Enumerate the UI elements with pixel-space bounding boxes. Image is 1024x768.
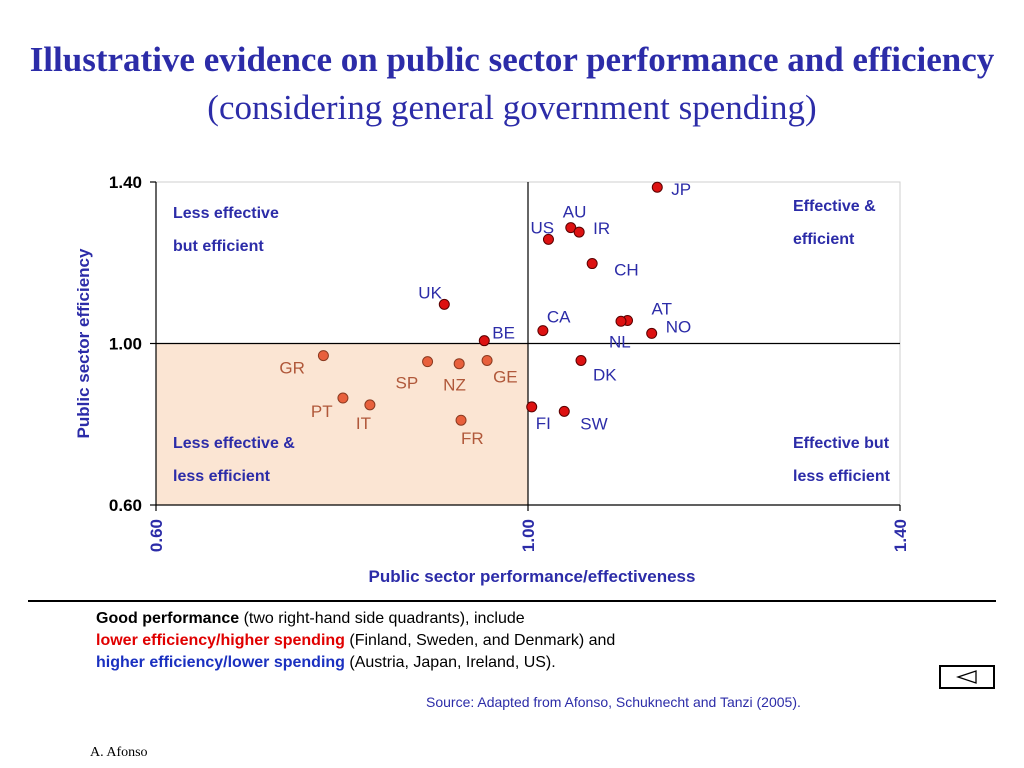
x-axis-label: Public sector performance/effectiveness xyxy=(369,567,696,586)
data-label-sw: SW xyxy=(580,414,607,433)
data-label-ge: GE xyxy=(493,367,518,386)
y-tick-label: 1.00 xyxy=(109,335,142,354)
quadrant-label-top-right-line2: efficient xyxy=(793,231,855,248)
data-label-be: BE xyxy=(492,324,515,343)
data-point-be xyxy=(478,335,490,347)
data-point-gr xyxy=(317,350,329,362)
data-point-jp xyxy=(651,181,663,193)
quadrant-label-top-left-line1: Less effective xyxy=(173,205,279,222)
y-tick-label: 1.40 xyxy=(109,173,142,192)
quadrant-label-bottom-left-line1: Less effective & xyxy=(173,435,295,452)
quadrant-label-bottom-right-line1: Effective but xyxy=(793,435,890,452)
quadrant-label-bottom-left-line2: less efficient xyxy=(173,468,271,485)
data-point-pt xyxy=(337,392,349,404)
divider-rule xyxy=(28,600,996,602)
back-nav-button[interactable] xyxy=(939,665,995,689)
data-point-sw xyxy=(558,405,570,417)
note-good-performance: Good performance xyxy=(96,610,240,627)
note-line-3-rest: (Austria, Japan, Ireland, US). xyxy=(349,654,556,671)
data-point-us xyxy=(542,233,554,245)
data-label-fr: FR xyxy=(461,429,484,448)
note-line-2: lower efficiency/higher spending (Finlan… xyxy=(96,630,615,652)
data-point-ge xyxy=(481,354,493,366)
data-label-no: NO xyxy=(666,317,692,336)
x-tick-label: 0.60 xyxy=(147,519,166,552)
quadrant-label-top-right-line1: Effective & xyxy=(793,198,876,215)
quadrant-label-bottom-right-line2: less efficient xyxy=(793,468,891,485)
data-label-au: AU xyxy=(563,203,587,222)
note-line-1-rest: (two right-hand side quadrants), include xyxy=(243,610,525,627)
data-label-it: IT xyxy=(356,414,371,433)
y-tick-label: 0.60 xyxy=(109,496,142,515)
note-line-1: Good performance (two right-hand side qu… xyxy=(96,608,615,630)
data-label-at: AT xyxy=(652,299,672,318)
data-label-gr: GR xyxy=(279,359,305,378)
data-label-dk: DK xyxy=(593,365,617,384)
data-label-pt: PT xyxy=(311,402,333,421)
x-tick-label: 1.00 xyxy=(519,519,538,552)
author-footer: A. Afonso xyxy=(90,745,148,760)
data-point-ch xyxy=(586,258,598,270)
data-point-sp xyxy=(422,356,434,368)
data-label-uk: UK xyxy=(418,283,442,302)
note-higher-efficiency: higher efficiency/lower spending xyxy=(96,654,345,671)
data-label-sp: SP xyxy=(396,374,419,393)
slide-title-bold: Illustrative evidence on public sector p… xyxy=(29,40,995,79)
data-point-nl xyxy=(615,315,627,327)
note-line-3: higher efficiency/lower spending (Austri… xyxy=(96,652,615,674)
notes-block: Good performance (two right-hand side qu… xyxy=(96,608,615,674)
data-point-fi xyxy=(526,401,538,413)
data-point-it xyxy=(364,399,376,411)
note-lower-efficiency: lower efficiency/higher spending xyxy=(96,632,345,649)
x-tick-label: 1.40 xyxy=(891,519,910,552)
data-point-uk xyxy=(438,298,450,310)
source-note: Source: Adapted from Afonso, Schuknecht … xyxy=(426,694,801,710)
quadrant-label-top-left-line2: but efficient xyxy=(173,238,264,255)
scatter-chart: 0.60 1.00 1.40 0.60 1.00 1.40 Public sector pe… xyxy=(74,173,910,586)
data-label-nz: NZ xyxy=(443,376,466,395)
data-point-no xyxy=(646,327,658,339)
triangle-left-icon xyxy=(956,670,977,684)
data-label-nl: NL xyxy=(609,332,631,351)
slide-title: Illustrative evidence on public sector p… xyxy=(0,36,1024,132)
data-label-us: US xyxy=(530,218,554,237)
data-label-fi: FI xyxy=(536,414,551,433)
data-point-au xyxy=(565,222,577,234)
data-point-dk xyxy=(575,354,587,366)
data-label-jp: JP xyxy=(671,180,691,199)
data-label-ir: IR xyxy=(593,219,610,238)
slide-title-rest: (considering general government spending… xyxy=(207,88,817,127)
data-label-ca: CA xyxy=(547,308,571,327)
data-point-ir xyxy=(573,226,585,238)
data-point-nz xyxy=(453,358,465,370)
note-line-2-rest: (Finland, Sweden, and Denmark) and xyxy=(349,632,616,649)
data-label-ch: CH xyxy=(614,261,639,280)
data-point-ca xyxy=(537,325,549,337)
y-axis-label: Public sector efficiency xyxy=(74,248,93,438)
data-point-fr xyxy=(455,414,467,426)
